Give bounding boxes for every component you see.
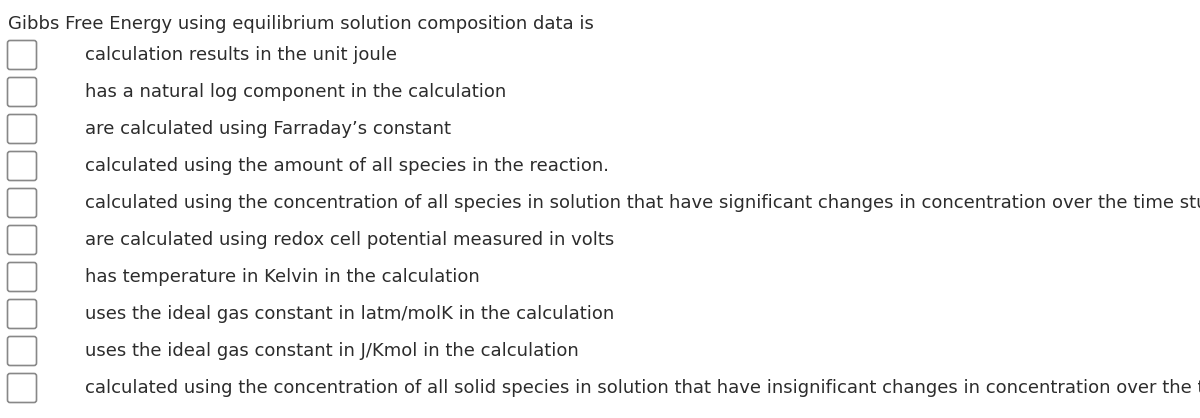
Text: calculated using the concentration of all solid species in solution that have in: calculated using the concentration of al… — [85, 379, 1200, 397]
FancyBboxPatch shape — [7, 189, 36, 217]
FancyBboxPatch shape — [7, 115, 36, 143]
FancyBboxPatch shape — [7, 225, 36, 255]
Text: calculated using the concentration of all species in solution that have signific: calculated using the concentration of al… — [85, 194, 1200, 212]
Text: uses the ideal gas constant in J/Kmol in the calculation: uses the ideal gas constant in J/Kmol in… — [85, 342, 578, 360]
FancyBboxPatch shape — [7, 41, 36, 69]
FancyBboxPatch shape — [7, 151, 36, 181]
Text: Gibbs Free Energy using equilibrium solution composition data is: Gibbs Free Energy using equilibrium solu… — [8, 15, 594, 33]
FancyBboxPatch shape — [7, 77, 36, 107]
Text: calculation results in the unit joule: calculation results in the unit joule — [85, 46, 397, 64]
Text: are calculated using Farraday’s constant: are calculated using Farraday’s constant — [85, 120, 451, 138]
Text: has temperature in Kelvin in the calculation: has temperature in Kelvin in the calcula… — [85, 268, 480, 286]
FancyBboxPatch shape — [7, 300, 36, 329]
Text: has a natural log component in the calculation: has a natural log component in the calcu… — [85, 83, 506, 101]
Text: calculated using the amount of all species in the reaction.: calculated using the amount of all speci… — [85, 157, 610, 175]
FancyBboxPatch shape — [7, 374, 36, 403]
Text: are calculated using redox cell potential measured in volts: are calculated using redox cell potentia… — [85, 231, 614, 249]
FancyBboxPatch shape — [7, 336, 36, 365]
FancyBboxPatch shape — [7, 263, 36, 291]
Text: uses the ideal gas constant in latm/molK in the calculation: uses the ideal gas constant in latm/molK… — [85, 305, 614, 323]
